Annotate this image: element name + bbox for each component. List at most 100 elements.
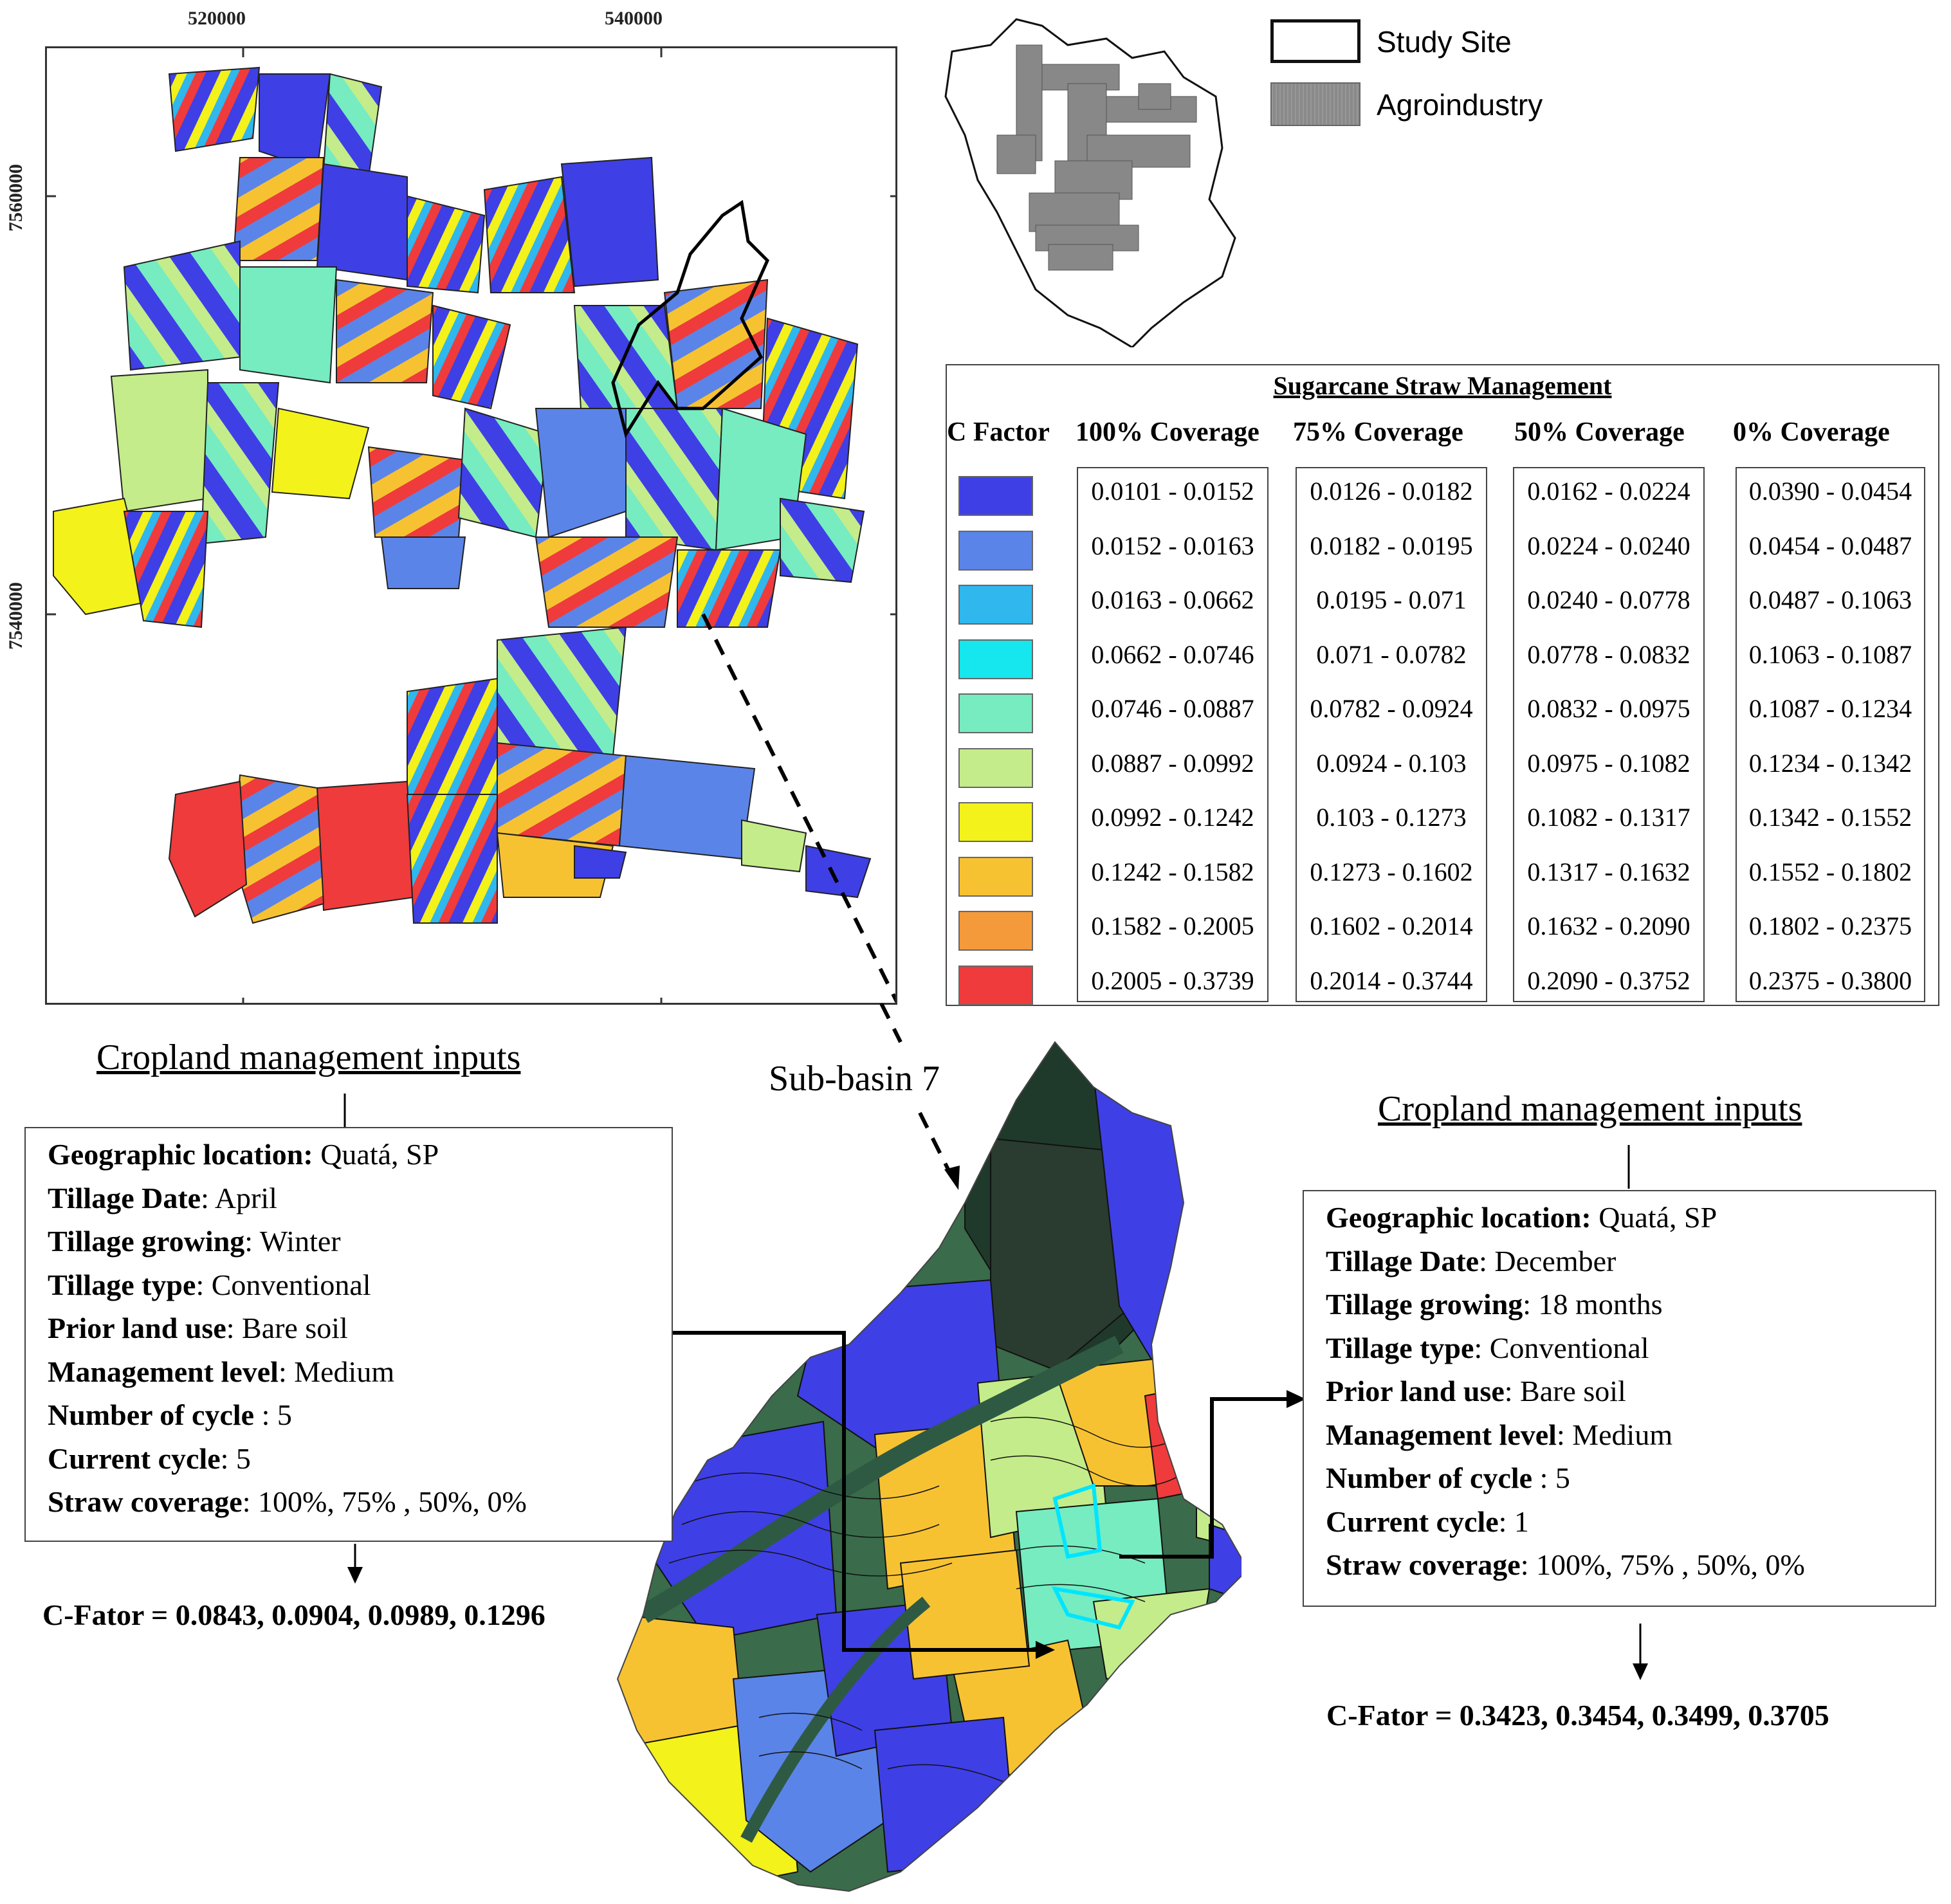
left-input-value: : April xyxy=(201,1181,277,1214)
c-factor-table: Sugarcane Straw Management C Factor 100%… xyxy=(946,364,1939,1006)
left-input-key: Current cycle xyxy=(48,1442,221,1475)
left-input-key: Tillage Date xyxy=(48,1181,201,1214)
left-input-row: Tillage type: Conventional xyxy=(48,1268,371,1302)
right-input-value: : Medium xyxy=(1556,1418,1673,1451)
c-factor-range-cell: 0.1632 - 0.2090 xyxy=(1527,911,1690,940)
study-site-inset-map xyxy=(944,18,1236,347)
c-factor-range-cell: 0.0126 - 0.0182 xyxy=(1310,477,1473,506)
c-factor-range-cell: 0.1317 - 0.1632 xyxy=(1527,857,1690,886)
right-input-value: Quatá, SP xyxy=(1591,1201,1717,1234)
col-header-c-factor: C Factor xyxy=(947,417,1050,447)
c-factor-range-cell: 0.0746 - 0.0887 xyxy=(1091,694,1254,723)
left-input-row: Current cycle: 5 xyxy=(48,1442,251,1476)
c-factor-range-cell: 0.0390 - 0.0454 xyxy=(1748,477,1912,506)
agroindustry-legend-swatch xyxy=(1270,82,1360,126)
right-input-key: Tillage type xyxy=(1326,1331,1474,1364)
right-input-value: : Conventional xyxy=(1474,1331,1649,1364)
x-tick-label-540000: 540000 xyxy=(605,8,663,29)
right-input-row: Geographic location: Quatá, SP xyxy=(1326,1200,1717,1234)
c-factor-range-cell: 0.0778 - 0.0832 xyxy=(1527,639,1690,669)
left-input-key: Tillage growing xyxy=(48,1225,245,1258)
left-input-row: Number of cycle : 5 xyxy=(48,1398,292,1432)
right-input-key: Tillage Date xyxy=(1326,1244,1479,1277)
c-factor-range-cell: 0.0163 - 0.0662 xyxy=(1091,585,1254,614)
left-input-value: : Medium xyxy=(278,1355,395,1388)
left-input-key: Tillage type xyxy=(48,1268,196,1301)
right-inputs-title: Cropland management inputs xyxy=(1378,1089,1802,1129)
c-factor-range-cell: 0.1802 - 0.2375 xyxy=(1748,911,1912,940)
c-factor-map[interactable] xyxy=(45,46,897,1005)
c-factor-swatch xyxy=(958,530,1033,571)
right-input-key: Current cycle xyxy=(1326,1505,1499,1538)
c-factor-range-cell: 0.1234 - 0.1342 xyxy=(1748,748,1912,778)
left-input-row: Management level: Medium xyxy=(48,1355,394,1389)
right-input-key: Number of cycle xyxy=(1326,1461,1533,1494)
left-input-key: Number of cycle xyxy=(48,1398,255,1431)
right-input-value: : Bare soil xyxy=(1504,1375,1626,1407)
c-factor-swatch xyxy=(958,639,1033,679)
study-site-legend-swatch xyxy=(1270,19,1360,63)
coverage-0-column: 0.0390 - 0.0454 0.0454 - 0.0487 0.0487 - 0… xyxy=(1736,467,1925,1002)
c-factor-range-cell: 0.0487 - 0.1063 xyxy=(1748,585,1912,614)
c-factor-range-cell: 0.0240 - 0.0778 xyxy=(1527,585,1690,614)
study-site-legend-label: Study Site xyxy=(1377,25,1512,59)
c-factor-swatch-column xyxy=(947,467,1050,1005)
right-input-key: Tillage growing xyxy=(1326,1288,1523,1321)
left-input-row: Prior land use: Bare soil xyxy=(48,1311,348,1345)
right-input-row: Management level: Medium xyxy=(1326,1418,1672,1452)
c-factor-range-cell: 0.1552 - 0.1802 xyxy=(1748,857,1912,886)
c-factor-range-cell: 0.0924 - 0.103 xyxy=(1316,748,1467,778)
c-factor-table-title: Sugarcane Straw Management xyxy=(1273,371,1612,400)
sub-basin-7-map xyxy=(616,1041,1241,1892)
left-input-key: Management level xyxy=(48,1355,279,1388)
c-factor-range-cell: 0.1082 - 0.1317 xyxy=(1527,803,1690,832)
right-input-row: Current cycle: 1 xyxy=(1326,1505,1529,1539)
agroindustry-areas xyxy=(996,44,1197,271)
left-input-value: : Conventional xyxy=(196,1268,371,1301)
c-factor-range-cell: 0.1087 - 0.1234 xyxy=(1748,694,1912,723)
right-input-key: Straw coverage xyxy=(1326,1548,1521,1581)
left-input-row: Tillage growing: Winter xyxy=(48,1224,341,1258)
c-factor-swatch xyxy=(958,585,1033,625)
right-input-key: Geographic location: xyxy=(1326,1201,1591,1234)
c-factor-range-cell: 0.0975 - 0.1082 xyxy=(1527,748,1690,778)
c-factor-range-cell: 0.0224 - 0.0240 xyxy=(1527,531,1690,560)
right-input-value: : 5 xyxy=(1532,1461,1570,1494)
right-input-value: : 18 months xyxy=(1523,1288,1663,1321)
c-factor-range-cell: 0.1582 - 0.2005 xyxy=(1091,911,1254,940)
right-input-key: Prior land use xyxy=(1326,1375,1505,1407)
c-factor-swatch xyxy=(958,856,1033,897)
c-factor-range-cell: 0.1242 - 0.1582 xyxy=(1091,857,1254,886)
c-factor-range-cell: 0.1602 - 0.2014 xyxy=(1310,911,1473,940)
c-factor-swatch xyxy=(958,802,1033,842)
c-factor-range-cell: 0.0152 - 0.0163 xyxy=(1091,531,1254,560)
c-factor-range-cell: 0.0195 - 0.071 xyxy=(1316,585,1467,614)
c-factor-range-cell: 0.0101 - 0.0152 xyxy=(1091,477,1254,506)
coverage-100-column: 0.0101 - 0.0152 0.0152 - 0.0163 0.0163 - 0… xyxy=(1077,467,1269,1002)
right-input-value: : December xyxy=(1479,1244,1617,1277)
left-input-value: : Bare soil xyxy=(226,1312,348,1344)
sub-basin-leader-line xyxy=(701,613,895,1003)
c-factor-range-cell: 0.0992 - 0.1242 xyxy=(1091,803,1254,832)
right-input-value: : 1 xyxy=(1498,1505,1529,1538)
c-factor-range-cell: 0.0887 - 0.0992 xyxy=(1091,748,1254,778)
left-input-key: Straw coverage xyxy=(48,1485,243,1518)
c-factor-range-cell: 0.2005 - 0.3739 xyxy=(1091,966,1254,995)
coverage-50-column: 0.0162 - 0.0224 0.0224 - 0.0240 0.0240 - 0… xyxy=(1513,467,1705,1002)
c-factor-range-cell: 0.1273 - 0.1602 xyxy=(1310,857,1473,886)
study-site-outline xyxy=(611,199,769,439)
c-factor-swatch xyxy=(958,476,1033,516)
right-input-row: Number of cycle : 5 xyxy=(1326,1461,1570,1495)
x-tick-label-520000: 520000 xyxy=(188,8,246,29)
left-input-value: : 5 xyxy=(254,1398,292,1431)
left-input-key: Geographic location: xyxy=(48,1138,313,1171)
c-factor-range-cell: 0.0182 - 0.0195 xyxy=(1310,531,1473,560)
right-inputs-box: Geographic location: Quatá, SP Tillage Da… xyxy=(1303,1190,1936,1607)
left-input-row: Geographic location: Quatá, SP xyxy=(48,1137,439,1171)
highlight-parcel-right xyxy=(1052,1483,1103,1559)
left-input-row: Tillage Date: April xyxy=(48,1181,277,1215)
c-factor-range-cell: 0.103 - 0.1273 xyxy=(1316,803,1467,832)
left-input-value: Quatá, SP xyxy=(313,1138,439,1171)
col-header-50-coverage: 50% Coverage xyxy=(1514,417,1685,447)
